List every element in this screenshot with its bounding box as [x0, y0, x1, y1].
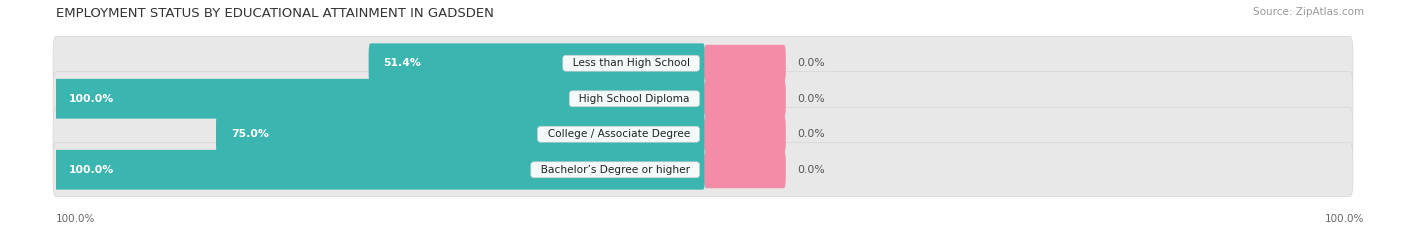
- FancyBboxPatch shape: [53, 72, 1353, 126]
- Text: 0.0%: 0.0%: [797, 165, 824, 175]
- Text: 51.4%: 51.4%: [384, 58, 422, 68]
- Text: High School Diploma: High School Diploma: [572, 94, 696, 104]
- Text: 0.0%: 0.0%: [797, 58, 824, 68]
- Text: 0.0%: 0.0%: [797, 129, 824, 139]
- FancyBboxPatch shape: [704, 80, 786, 117]
- FancyBboxPatch shape: [217, 114, 704, 154]
- Text: 75.0%: 75.0%: [231, 129, 269, 139]
- Text: 100.0%: 100.0%: [69, 165, 114, 175]
- FancyBboxPatch shape: [55, 150, 704, 190]
- Text: Source: ZipAtlas.com: Source: ZipAtlas.com: [1253, 7, 1364, 17]
- Text: 100.0%: 100.0%: [1324, 214, 1364, 224]
- Text: Bachelor’s Degree or higher: Bachelor’s Degree or higher: [534, 165, 696, 175]
- FancyBboxPatch shape: [704, 151, 786, 188]
- FancyBboxPatch shape: [53, 107, 1353, 161]
- Text: 0.0%: 0.0%: [797, 94, 824, 104]
- FancyBboxPatch shape: [704, 116, 786, 153]
- Text: College / Associate Degree: College / Associate Degree: [540, 129, 696, 139]
- Text: 100.0%: 100.0%: [69, 94, 114, 104]
- Text: 100.0%: 100.0%: [56, 214, 96, 224]
- FancyBboxPatch shape: [53, 36, 1353, 90]
- FancyBboxPatch shape: [53, 143, 1353, 197]
- FancyBboxPatch shape: [704, 45, 786, 82]
- FancyBboxPatch shape: [368, 43, 704, 83]
- Text: Less than High School: Less than High School: [565, 58, 696, 68]
- Legend: In Labor Force, Unemployed: In Labor Force, Unemployed: [605, 230, 801, 233]
- Text: EMPLOYMENT STATUS BY EDUCATIONAL ATTAINMENT IN GADSDEN: EMPLOYMENT STATUS BY EDUCATIONAL ATTAINM…: [56, 7, 494, 20]
- FancyBboxPatch shape: [55, 79, 704, 119]
